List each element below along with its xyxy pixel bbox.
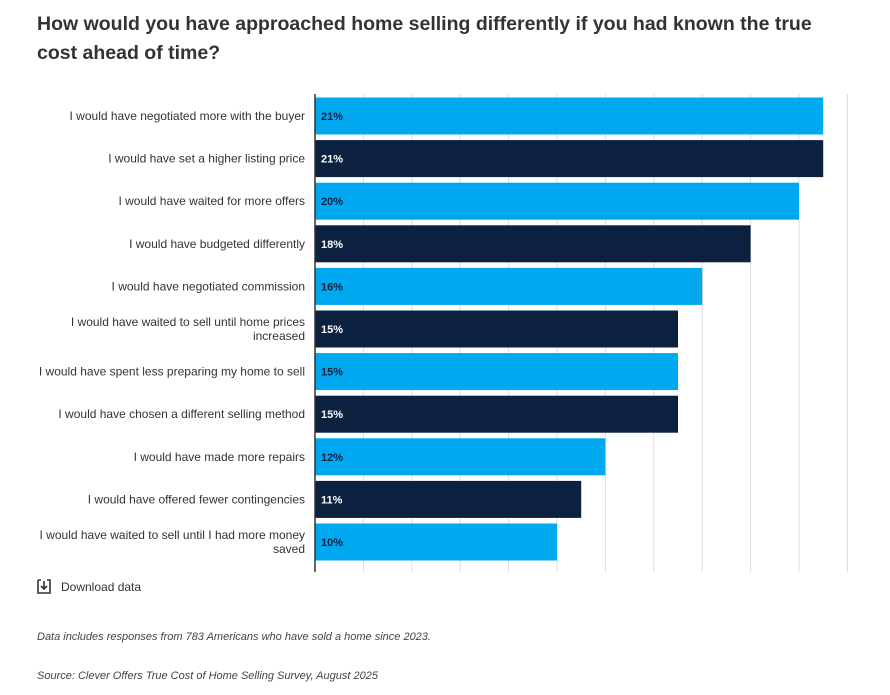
category-label: I would have waited to sell until home p… — [71, 315, 305, 343]
download-data-label: Download data — [61, 579, 142, 594]
chart-title: How would you have approached home selli… — [37, 13, 812, 64]
bar — [315, 310, 678, 348]
bar — [315, 438, 606, 476]
data-label: 15% — [321, 324, 343, 336]
data-label: 16% — [321, 281, 343, 293]
bar — [315, 480, 582, 518]
data-label: 21% — [321, 154, 343, 166]
bars — [315, 97, 824, 561]
data-label: 21% — [321, 111, 343, 123]
source-note: Source: Clever Offers True Cost of Home … — [37, 670, 378, 682]
download-data-button[interactable]: Download data — [37, 579, 141, 594]
category-label: I would have budgeted differently — [129, 237, 305, 251]
bar — [315, 523, 557, 561]
data-label: 12% — [321, 452, 343, 464]
data-label: 10% — [321, 537, 343, 549]
category-labels: I would have negotiated more with the bu… — [39, 109, 305, 556]
category-label: I would have waited to sell until I had … — [40, 528, 305, 556]
bar — [315, 395, 678, 433]
category-label: I would have waited for more offers — [118, 194, 305, 208]
data-labels: 21% 21% 20% 18% 16% 15% 15% 15% 12% 11% 10% — [321, 111, 343, 549]
data-label: 11% — [321, 494, 343, 506]
bar — [315, 267, 703, 305]
category-label: I would have offered fewer contingencies — [88, 492, 305, 506]
bar — [315, 353, 678, 391]
bar — [315, 97, 824, 135]
data-label: 18% — [321, 239, 343, 251]
category-label: I would have chosen a different selling … — [58, 407, 305, 421]
footnote: Data includes responses from 783 America… — [37, 631, 431, 643]
data-label: 20% — [321, 196, 343, 208]
download-icon — [37, 579, 51, 594]
category-label: I would have made more repairs — [134, 450, 305, 464]
bar — [315, 140, 824, 178]
bar-chart: I would have negotiated more with the bu… — [39, 94, 848, 572]
bar — [315, 182, 799, 220]
category-label: I would have negotiated more with the bu… — [70, 109, 305, 123]
category-label: I would have spent less preparing my hom… — [39, 365, 305, 379]
data-label: 15% — [321, 367, 343, 379]
category-label: I would have set a higher listing price — [108, 152, 305, 166]
bar — [315, 225, 751, 263]
data-label: 15% — [321, 409, 343, 421]
category-label: I would have negotiated commission — [112, 279, 305, 293]
